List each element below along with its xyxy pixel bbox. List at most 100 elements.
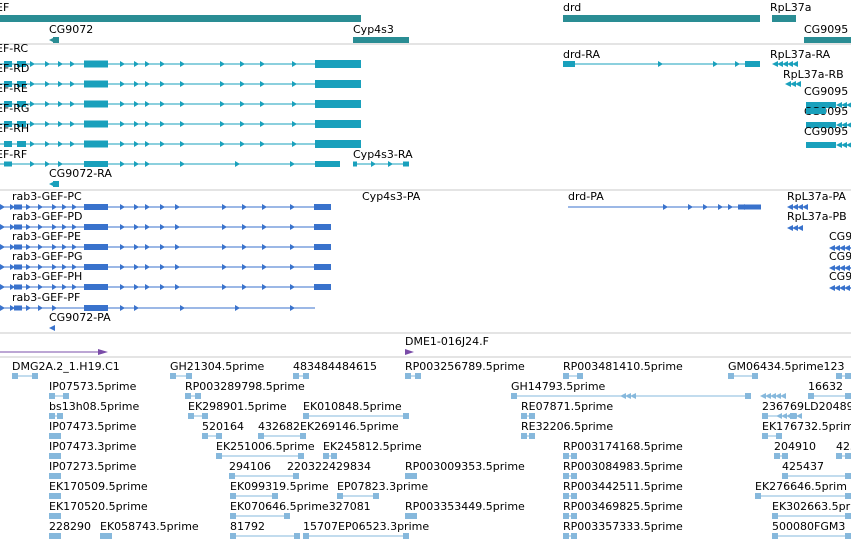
est-block[interactable] xyxy=(845,473,851,479)
est-block[interactable] xyxy=(63,393,69,399)
exon-block[interactable] xyxy=(49,325,55,331)
est-block[interactable] xyxy=(845,493,851,499)
est-block[interactable] xyxy=(303,413,309,419)
est-block[interactable] xyxy=(186,373,192,379)
exon-block[interactable] xyxy=(4,61,12,67)
exon-block[interactable] xyxy=(84,244,108,250)
est-block[interactable] xyxy=(32,373,38,379)
est-block[interactable] xyxy=(511,393,517,399)
est-block[interactable] xyxy=(762,413,768,419)
est-block[interactable] xyxy=(216,433,222,439)
exon-block[interactable] xyxy=(806,108,826,114)
exon-block[interactable] xyxy=(84,60,108,68)
est-block[interactable] xyxy=(745,393,751,399)
est-block[interactable] xyxy=(415,373,421,379)
exon-block[interactable] xyxy=(806,142,836,148)
est-block[interactable] xyxy=(300,433,306,439)
exon-block[interactable] xyxy=(14,264,22,270)
exon-block[interactable] xyxy=(738,204,761,210)
est-block[interactable] xyxy=(216,453,222,459)
est-block[interactable] xyxy=(845,373,851,379)
est-block[interactable] xyxy=(293,373,299,379)
est-block[interactable] xyxy=(845,393,851,399)
est-block[interactable] xyxy=(55,453,61,459)
est-block[interactable] xyxy=(845,513,851,519)
est-block[interactable] xyxy=(55,513,61,519)
est-block[interactable] xyxy=(49,473,55,479)
gene-bar[interactable] xyxy=(353,37,409,43)
exon-block[interactable] xyxy=(53,181,59,187)
gene-bar[interactable] xyxy=(53,37,59,43)
est-block[interactable] xyxy=(293,473,299,479)
exon-block[interactable] xyxy=(17,121,26,127)
exon-block[interactable] xyxy=(806,122,836,128)
est-block[interactable] xyxy=(405,473,411,479)
exon-block[interactable] xyxy=(315,140,361,148)
est-block[interactable] xyxy=(563,513,569,519)
exon-block[interactable] xyxy=(14,284,22,290)
exon-block[interactable] xyxy=(17,81,26,87)
est-block[interactable] xyxy=(55,493,61,499)
exon-block[interactable] xyxy=(806,102,836,108)
est-block[interactable] xyxy=(571,473,577,479)
exon-block[interactable] xyxy=(84,100,108,108)
exon-block[interactable] xyxy=(4,121,12,127)
est-block[interactable] xyxy=(836,373,842,379)
genes-track[interactable]: EF CG9072 Cyp4s3 drd RpL37a CG9095 xyxy=(0,1,851,43)
est-block[interactable] xyxy=(772,533,778,539)
est-block[interactable] xyxy=(405,513,411,519)
exon-block[interactable] xyxy=(315,120,361,128)
est-block[interactable] xyxy=(55,473,61,479)
est-block[interactable] xyxy=(49,533,55,539)
est-block[interactable] xyxy=(303,373,309,379)
est-block[interactable] xyxy=(294,533,300,539)
est-block[interactable] xyxy=(202,433,208,439)
exon-block[interactable] xyxy=(17,61,26,67)
est-block[interactable] xyxy=(258,433,264,439)
exon-block[interactable] xyxy=(84,140,108,148)
est-block[interactable] xyxy=(403,533,409,539)
exon-block[interactable] xyxy=(14,305,22,311)
exon-block[interactable] xyxy=(17,101,26,107)
exon-block[interactable] xyxy=(84,224,108,230)
exon-block[interactable] xyxy=(84,120,108,128)
exon-block[interactable] xyxy=(315,60,361,68)
est-block[interactable] xyxy=(521,413,527,419)
est-block[interactable] xyxy=(303,533,309,539)
exon-block[interactable] xyxy=(84,161,108,167)
est-block[interactable] xyxy=(571,493,577,499)
est-block[interactable] xyxy=(49,513,55,519)
est-block[interactable] xyxy=(373,493,379,499)
est-block[interactable] xyxy=(188,413,194,419)
est-block[interactable] xyxy=(298,453,304,459)
gene-bar[interactable] xyxy=(0,15,361,22)
est-block[interactable] xyxy=(12,373,18,379)
est-block[interactable] xyxy=(411,473,417,479)
est-block[interactable] xyxy=(571,513,577,519)
exon-block[interactable] xyxy=(4,161,12,167)
proteins-track[interactable]: rab3-GEF-PC rab3-GEF-PD rab3-GEF-PE rab3-GE… xyxy=(0,190,851,331)
transcripts-track[interactable]: EF-RC EF-RD EF-RE EF-RG EF-RH EF-RF CG9072-RA C… xyxy=(0,42,851,187)
est-block[interactable] xyxy=(337,493,343,499)
est-block[interactable] xyxy=(728,373,734,379)
est-block[interactable] xyxy=(185,393,191,399)
est-block[interactable] xyxy=(170,373,176,379)
gene-bar[interactable] xyxy=(563,15,760,22)
exon-block[interactable] xyxy=(315,80,361,88)
est-block[interactable] xyxy=(845,533,851,539)
est-block[interactable] xyxy=(272,493,278,499)
est-block[interactable] xyxy=(49,413,55,419)
clone-marker[interactable] xyxy=(98,349,108,355)
exon-block[interactable] xyxy=(84,264,108,270)
est-block[interactable] xyxy=(782,453,788,459)
est-block[interactable] xyxy=(577,373,583,379)
exon-block[interactable] xyxy=(353,161,357,167)
gene-bar[interactable] xyxy=(804,37,851,43)
est-block[interactable] xyxy=(808,393,814,399)
est-block[interactable] xyxy=(563,493,569,499)
exon-block[interactable] xyxy=(84,305,108,311)
est-block[interactable] xyxy=(403,413,409,419)
est-block[interactable] xyxy=(106,533,112,539)
exon-block[interactable] xyxy=(314,264,331,270)
clones-track[interactable]: DME1-016J24.F xyxy=(0,335,489,355)
